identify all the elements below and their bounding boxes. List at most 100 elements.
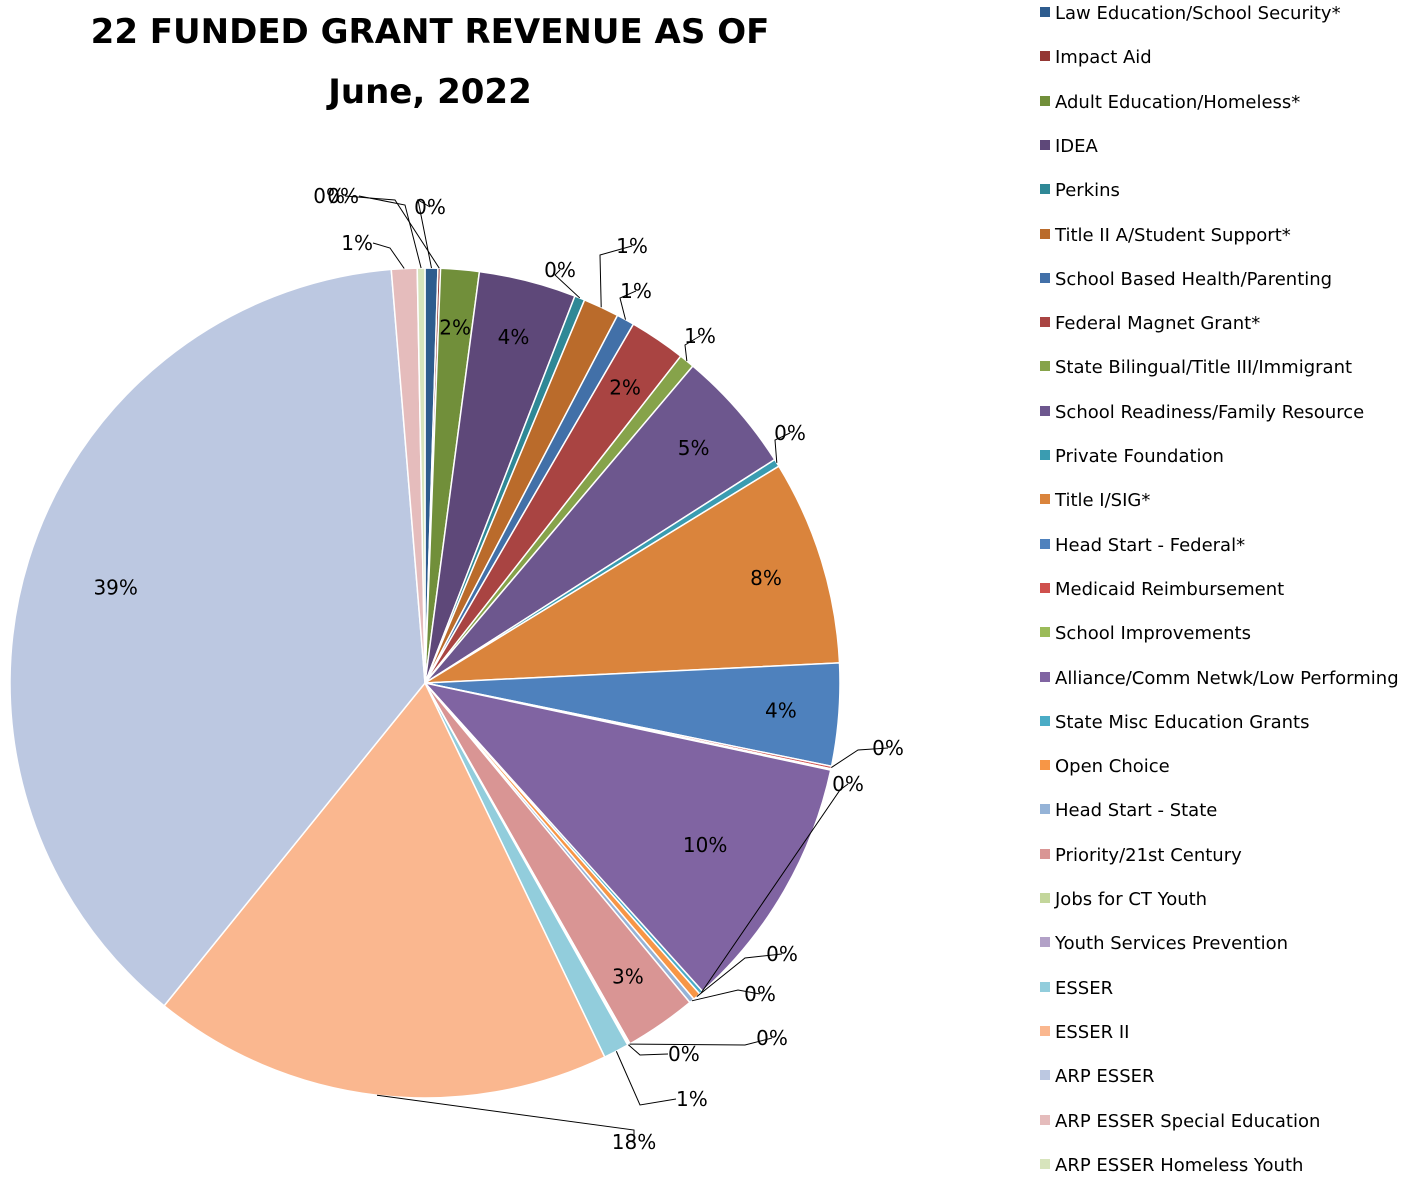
legend-item-youth-services-prevention: Youth Services Prevention: [1040, 933, 1288, 955]
legend-item-alliance-comm-netwk-low-performing: Alliance/Comm Netwk/Low Performing: [1040, 668, 1399, 690]
legend-item-title-i-sig: Title I/SIG*: [1040, 490, 1150, 512]
data-label-priority-21st-century: 3%: [612, 965, 644, 989]
legend-label: Alliance/Comm Netwk/Low Performing: [1055, 667, 1399, 689]
leader-open-choice: [696, 953, 783, 997]
legend-item-jobs-for-ct-youth: Jobs for CT Youth: [1040, 889, 1207, 911]
leader-esser: [615, 1051, 677, 1106]
data-label-law-education-school-security: 0%: [414, 195, 446, 219]
pie-slices: [9, 267, 841, 1099]
legend-label: State Misc Education Grants: [1055, 711, 1310, 733]
legend-swatch: [1040, 715, 1050, 726]
leader-private-foundation: [774, 432, 791, 463]
legend-item-arp-esser-special-education: ARP ESSER Special Education: [1040, 1111, 1320, 1133]
chart-title-line-1: 22 FUNDED GRANT REVENUE AS OF: [90, 12, 770, 52]
legend-label: ARP ESSER Homeless Youth: [1055, 1154, 1304, 1176]
legend-label: Head Start - Federal*: [1055, 534, 1246, 556]
data-label-medicaid-reimbursement: 0%: [872, 736, 904, 760]
data-label-impact-aid: 0%: [313, 184, 345, 208]
data-label-arp-esser-homeless-youth: 0%: [327, 184, 359, 208]
leader-jobs-for-ct-youth: [629, 1037, 773, 1046]
legend-label: School Readiness/Family Resource: [1055, 401, 1365, 423]
legend-label: Adult Education/Homeless*: [1055, 91, 1301, 113]
legend-label: Youth Services Prevention: [1055, 933, 1289, 955]
legend-item-esser: ESSER: [1040, 978, 1113, 1000]
chart-title: 22 FUNDED GRANT REVENUE AS OF June, 2022: [0, 2, 980, 122]
legend-item-school-improvements: School Improvements: [1040, 623, 1251, 645]
data-label-school-based-health-parenting: 1%: [620, 279, 652, 303]
legend-swatch: [1040, 804, 1050, 815]
slice-title-i-sig: [424, 465, 841, 684]
legend-label: IDEA: [1055, 135, 1098, 157]
legend-label: Impact Aid: [1055, 47, 1152, 69]
legend-item-impact-aid: Impact Aid: [1040, 47, 1152, 69]
leader-head-start-state: [691, 989, 761, 1002]
data-label-jobs-for-ct-youth: 0%: [756, 1026, 788, 1050]
legend-label: ARP ESSER: [1055, 1066, 1155, 1088]
legend-swatch: [1040, 1158, 1050, 1169]
leader-medicaid-reimbursement: [831, 747, 889, 768]
legend-item-esser-ii: ESSER II: [1040, 1022, 1129, 1044]
legend-swatch: [1040, 582, 1050, 593]
data-label-state-bilingual-title-iii-immigrant: 1%: [684, 324, 716, 348]
legend-label: Law Education/School Security*: [1055, 3, 1341, 24]
legend-item-head-start-state: Head Start - State: [1040, 800, 1217, 822]
legend-label: State Bilingual/Title III/Immigrant: [1055, 357, 1353, 379]
legend-swatch: [1040, 981, 1050, 992]
legend-label: Title I/SIG*: [1055, 490, 1151, 512]
legend-label: Title II A/Student Support*: [1055, 224, 1291, 246]
legend-item-state-bilingual-title-iii-immigrant: State Bilingual/Title III/Immigrant: [1040, 357, 1352, 379]
legend-item-law-education-school-security: Law Education/School Security*: [1040, 3, 1341, 25]
legend-swatch: [1040, 317, 1050, 328]
data-label-open-choice: 0%: [766, 942, 798, 966]
data-label-federal-magnet-grant: 2%: [609, 375, 641, 399]
legend-swatch: [1040, 893, 1050, 903]
legend-item-open-choice: Open Choice: [1040, 756, 1170, 778]
data-label-idea: 4%: [498, 325, 530, 349]
data-label-private-foundation: 0%: [774, 421, 806, 445]
leader-arp-esser-special-education: [372, 242, 405, 269]
legend-swatch: [1040, 1070, 1050, 1081]
legend-item-federal-magnet-grant: Federal Magnet Grant*: [1040, 313, 1260, 335]
legend-swatch: [1040, 361, 1050, 372]
legend-label: School Based Health/Parenting: [1055, 268, 1333, 290]
leader-lines: [344, 195, 889, 1142]
legend-label: Jobs for CT Youth: [1055, 889, 1208, 910]
data-label-perkins: 0%: [544, 258, 576, 282]
leader-title-ii-a-student-support: [599, 245, 633, 308]
data-label-arp-esser: 39%: [93, 576, 137, 600]
data-label-adult-education-homeless: 2%: [439, 315, 471, 339]
legend-swatch: [1040, 760, 1050, 771]
legend-swatch: [1040, 139, 1050, 150]
data-label-head-start-federal: 4%: [765, 698, 797, 722]
legend-item-medicaid-reimbursement: Medicaid Reimbursement: [1040, 579, 1284, 601]
legend-item-arp-esser-homeless-youth: ARP ESSER Homeless Youth: [1040, 1155, 1303, 1177]
data-labels: 0%0%2% 4%0%1%1%2%1%5%0%8%4%0%10%0%0%0%3%0…: [93, 184, 903, 1154]
pie-chart: 0%0%2% 4%0%1%1%2%1%5%0%8%4%0%10%0%0%0%3%0…: [9, 184, 904, 1154]
legend-item-adult-education-homeless: Adult Education/Homeless*: [1040, 92, 1300, 114]
leader-state-misc-education-grants: [700, 783, 849, 994]
data-label-alliance-comm-netwk-low-performing: 10%: [683, 833, 727, 857]
leader-law-education-school-security: [417, 199, 432, 269]
legend-item-arp-esser: ARP ESSER: [1040, 1066, 1155, 1088]
legend-item-private-foundation: Private Foundation: [1040, 446, 1224, 468]
legend-swatch: [1040, 937, 1050, 948]
legend-label: Private Foundation: [1055, 446, 1224, 467]
legend-swatch: [1040, 7, 1050, 17]
slice-arp-esser: [9, 268, 426, 1007]
leader-esser-ii: [376, 1094, 635, 1142]
legend-item-priority-21st-century: Priority/21st Century: [1040, 845, 1242, 867]
legend-label: ARP ESSER Special Education: [1055, 1110, 1321, 1132]
leader-impact-aid: [344, 195, 440, 269]
legend-item-school-readiness-family-resource: School Readiness/Family Resource: [1040, 402, 1364, 424]
legend-swatch: [1040, 95, 1050, 106]
legend-swatch: [1040, 184, 1050, 195]
slice-esser-ii: [163, 681, 606, 1099]
legend-label: Open Choice: [1055, 756, 1170, 778]
legend-label: ESSER: [1055, 977, 1114, 999]
legend-item-title-ii-a-student-support: Title II A/Student Support*: [1040, 225, 1291, 247]
leader-youth-services-prevention: [628, 1044, 669, 1056]
legend-item-state-misc-education-grants: State Misc Education Grants: [1040, 712, 1309, 734]
legend-label: Perkins: [1055, 180, 1120, 202]
legend-swatch: [1040, 1114, 1050, 1125]
legend-swatch: [1040, 228, 1050, 239]
